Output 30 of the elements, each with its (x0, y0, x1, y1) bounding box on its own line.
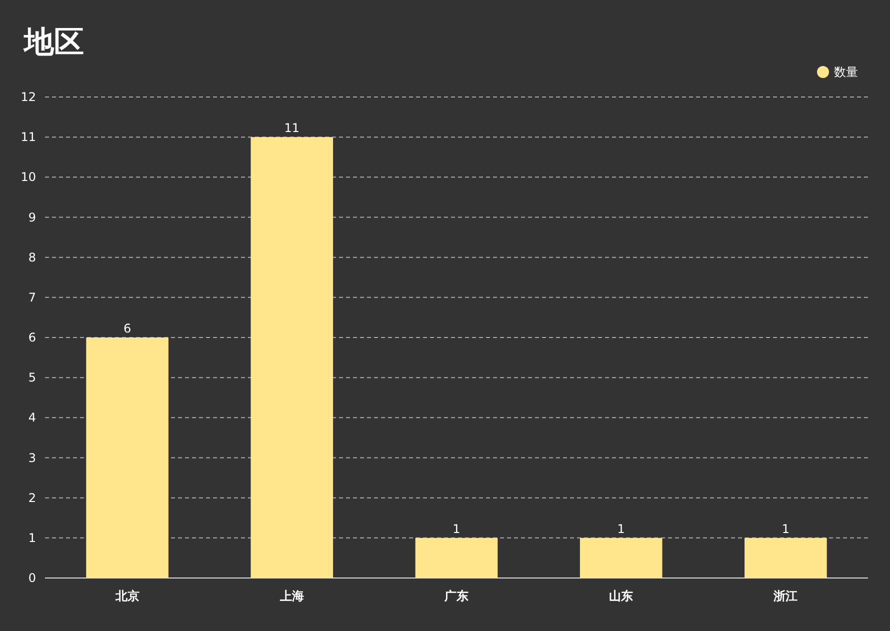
chart-title: 地区 (22, 25, 84, 60)
data-label: 1 (452, 522, 460, 536)
y-tick-label: 12 (20, 90, 36, 104)
y-tick-label: 3 (28, 450, 36, 465)
legend-label: 数量 (834, 65, 858, 79)
bar (415, 538, 498, 578)
x-tick-label: 上海 (278, 589, 304, 603)
y-tick-label: 9 (28, 210, 36, 224)
y-tick-label: 11 (20, 130, 36, 144)
y-tick-label: 4 (28, 410, 36, 425)
bar (744, 538, 827, 578)
data-label: 11 (284, 121, 300, 136)
x-tick-label: 浙江 (772, 589, 798, 603)
y-tick-label: 7 (28, 290, 36, 304)
bar (86, 338, 168, 578)
x-tick-label: 广东 (444, 589, 468, 603)
y-tick-label: 0 (28, 571, 36, 585)
y-tick-label: 8 (28, 250, 36, 264)
y-tick-label: 5 (28, 370, 36, 385)
y-tick-label: 10 (20, 170, 36, 184)
y-tick-label: 6 (28, 330, 36, 344)
bar (580, 538, 662, 578)
bar (250, 137, 334, 578)
data-label: 6 (123, 322, 132, 336)
y-tick-label: 1 (28, 530, 36, 545)
x-tick-label: 北京 (114, 589, 140, 603)
data-label: 1 (617, 522, 625, 536)
y-tick-label: 2 (28, 490, 36, 505)
x-tick-label: 山东 (609, 589, 634, 603)
data-label: 1 (782, 522, 790, 536)
